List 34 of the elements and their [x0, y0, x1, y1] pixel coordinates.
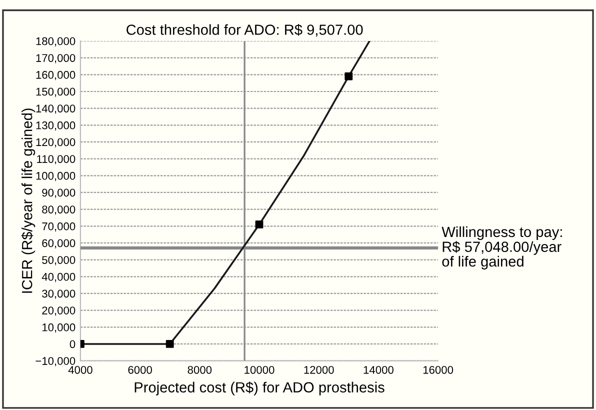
- x-tick-label: 4000: [68, 366, 92, 374]
- y-tick-label: 170,000: [36, 54, 76, 64]
- y-tick-label: 90,000: [42, 188, 76, 198]
- y-tick-label: 80,000: [42, 206, 76, 215]
- y-tick-label: 70,000: [42, 222, 76, 232]
- y-tick-label: 100,000: [36, 172, 76, 182]
- y-tick-label: 180,000: [36, 37, 76, 46]
- y-tick-label: 150,000: [36, 88, 76, 97]
- y-tick-label: 10,000: [42, 323, 76, 333]
- y-tick-label: 30,000: [42, 290, 76, 299]
- y-tick-label: 130,000: [36, 121, 76, 131]
- point: [255, 220, 264, 228]
- x-tick-label: 6000: [128, 366, 152, 374]
- x-tick-label: 14000: [364, 366, 394, 374]
- y-tick-label: 0: [70, 340, 76, 348]
- x-tick-label: 10000: [244, 366, 274, 374]
- x-tick-label: 16000: [423, 366, 454, 374]
- ref-line-label: Willingness to pay: R$ 57,048.00/year of life gained: [442, 226, 562, 270]
- y-tick-label: 110,000: [37, 155, 76, 164]
- point: [344, 72, 353, 80]
- y-tick-label: 40,000: [42, 272, 76, 282]
- ref-line-label: Cost threshold for ADO: R$ 9,507.00: [126, 24, 363, 37]
- x-tick-label: 12000: [304, 366, 334, 374]
- y-tick-label: 140,000: [36, 104, 76, 114]
- y-tick-label: 50,000: [42, 256, 76, 266]
- y-tick-label: −10,000: [36, 357, 76, 366]
- y-tick-label: 120,000: [36, 138, 76, 148]
- y-tick-label: 20,000: [42, 306, 76, 316]
- y-tick-label: 60,000: [42, 239, 76, 248]
- y-tick-label: 160,000: [36, 70, 76, 80]
- x-axis-title: Projected cost (R$) for ADO prosthesis: [134, 382, 384, 396]
- point: [166, 340, 174, 348]
- x-tick-label: 8000: [188, 366, 212, 374]
- y-axis-title: ICER (R$/year of life gained): [21, 108, 36, 293]
